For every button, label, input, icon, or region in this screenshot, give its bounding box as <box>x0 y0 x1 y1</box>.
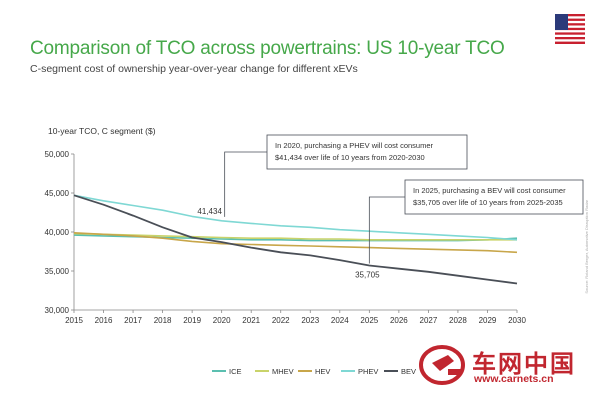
x-tick-label: 2021 <box>242 316 260 325</box>
y-axis-title: 10-year TCO, C segment ($) <box>48 126 156 136</box>
x-tick-label: 2017 <box>124 316 142 325</box>
chart-title: Comparison of TCO across powertrains: US… <box>30 38 505 59</box>
x-tick-label: 2027 <box>420 316 438 325</box>
series-line-hev <box>73 232 518 254</box>
x-tick-label: 2016 <box>95 316 113 325</box>
carnets-logo-icon <box>419 345 465 385</box>
series-line-phev <box>73 194 518 241</box>
legend-item-phev: PHEV <box>341 367 378 376</box>
x-tick-label: 2030 <box>508 316 526 325</box>
watermark-brand: 车网中国 <box>472 350 576 378</box>
series-line-mhev <box>73 232 517 241</box>
callout-box <box>404 179 584 215</box>
legend-item-ice: ICE <box>212 367 242 376</box>
y-tick-label: 50,000 <box>45 150 70 159</box>
callout-phev: In 2020, purchasing a PHEV will cost con… <box>224 134 468 217</box>
series-line-bev <box>73 194 518 285</box>
x-tick-label: 2024 <box>331 316 349 325</box>
callout-connector <box>368 196 405 264</box>
y-tick-label: 35,000 <box>45 267 70 276</box>
us-flag-icon <box>555 14 585 44</box>
data-label-phev: 41,434 <box>197 207 222 216</box>
callout-text: $35,705 over life of 10 years from 2025-… <box>413 198 563 207</box>
source-note: Source: Roland Berger, Automotive Disrup… <box>584 200 589 294</box>
legend-item-hev: HEV <box>298 367 330 376</box>
x-tick-label: 2028 <box>449 316 467 325</box>
callout-text: In 2020, purchasing a PHEV will cost con… <box>275 141 433 150</box>
legend-item-bev: BEV <box>384 367 416 376</box>
callout-text: In 2025, purchasing a BEV will cost cons… <box>413 186 566 195</box>
x-tick-label: 2026 <box>390 316 408 325</box>
x-tick-label: 2025 <box>360 316 378 325</box>
legend-label: PHEV <box>358 367 378 376</box>
x-tick-label: 2029 <box>479 316 497 325</box>
callout-box <box>266 134 468 170</box>
x-tick-label: 2022 <box>272 316 290 325</box>
legend-item-mhev: MHEV <box>255 367 294 376</box>
callout-text: $41,434 over life of 10 years from 2020-… <box>275 153 425 162</box>
x-tick-label: 2015 <box>65 316 83 325</box>
y-tick-label: 30,000 <box>45 306 70 315</box>
chart-subtitle: C-segment cost of ownership year-over-ye… <box>30 63 358 75</box>
y-tick-label: 45,000 <box>45 189 70 198</box>
legend-label: ICE <box>229 367 242 376</box>
x-tick-label: 2018 <box>154 316 172 325</box>
legend-label: HEV <box>315 367 330 376</box>
legend-label: BEV <box>401 367 416 376</box>
y-tick-label: 40,000 <box>45 228 70 237</box>
x-tick-label: 2023 <box>301 316 319 325</box>
callout-bev: In 2025, purchasing a BEV will cost cons… <box>368 179 584 264</box>
x-tick-label: 2019 <box>183 316 201 325</box>
callout-connector <box>224 151 267 217</box>
watermark-url: www.carnets.cn <box>474 373 554 385</box>
data-label-bev: 35,705 <box>355 271 380 280</box>
x-tick-label: 2020 <box>213 316 231 325</box>
legend-label: MHEV <box>272 367 294 376</box>
